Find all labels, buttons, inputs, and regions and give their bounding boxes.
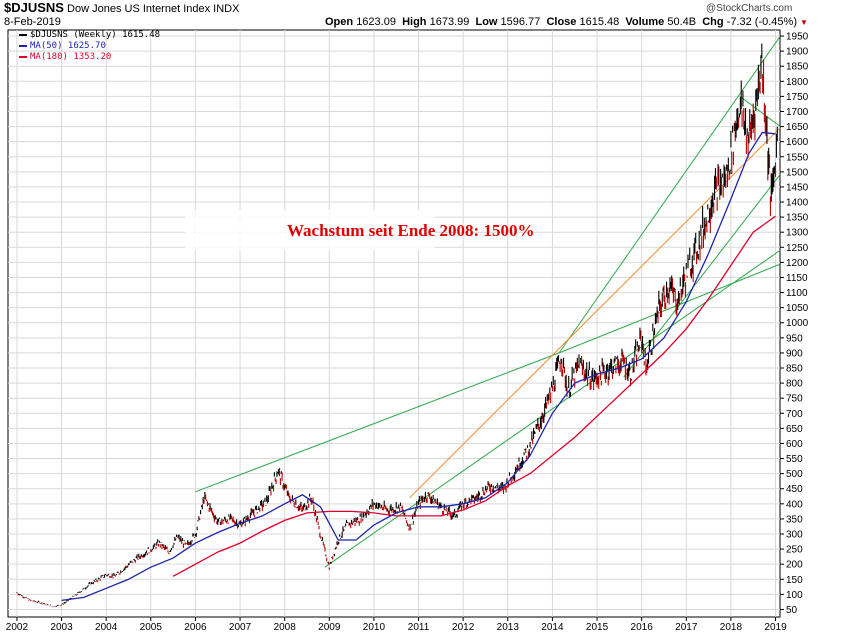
y-tick-label: 1550 bbox=[786, 152, 809, 163]
growth-annotation: Wachstum seit Ende 2008: 1500% bbox=[287, 221, 534, 241]
y-tick-label: 1400 bbox=[786, 198, 809, 209]
y-tick-label: 1200 bbox=[786, 258, 809, 269]
low-value: 1596.77 bbox=[501, 16, 541, 28]
y-tick-label: 900 bbox=[786, 348, 803, 359]
exchange-label: INDX bbox=[213, 3, 239, 15]
ohlc-bar: Open 1623.09 High 1673.99 Low 1596.77 Cl… bbox=[325, 16, 808, 28]
y-tick-label: 500 bbox=[786, 469, 803, 480]
y-tick-label: 350 bbox=[786, 514, 803, 525]
y-tick-label: 1300 bbox=[786, 228, 809, 239]
y-tick-label: 1950 bbox=[786, 32, 809, 43]
y-tick-label: 50 bbox=[786, 605, 798, 616]
plot-area bbox=[8, 30, 780, 617]
y-tick-label: 850 bbox=[786, 364, 803, 375]
y-tick-label: 950 bbox=[786, 333, 803, 344]
close-value: 1615.48 bbox=[579, 16, 619, 28]
x-tick-label: 2004 bbox=[95, 622, 118, 633]
x-tick-label: 2013 bbox=[497, 622, 520, 633]
y-tick-label: 1650 bbox=[786, 122, 809, 133]
y-tick-label: 300 bbox=[786, 530, 803, 541]
quote-date: 8-Feb-2019 bbox=[4, 16, 61, 28]
y-tick-label: 600 bbox=[786, 439, 803, 450]
legend-ma180: MA(180) 1353.20 bbox=[19, 52, 111, 62]
x-tick-label: 2012 bbox=[452, 622, 475, 633]
y-tick-label: 700 bbox=[786, 409, 803, 420]
x-tick-label: 2015 bbox=[586, 622, 609, 633]
y-tick-label: 400 bbox=[786, 499, 803, 510]
y-tick-label: 1500 bbox=[786, 167, 809, 178]
y-tick-label: 550 bbox=[786, 454, 803, 465]
change-value: -7.32 (-0.45%) bbox=[727, 16, 797, 28]
x-tick-label: 2016 bbox=[631, 622, 654, 633]
high-value: 1673.99 bbox=[430, 16, 470, 28]
x-tick-label: 2018 bbox=[720, 622, 743, 633]
x-tick-label: 2017 bbox=[675, 622, 698, 633]
y-tick-label: 1800 bbox=[786, 77, 809, 88]
y-tick-label: 200 bbox=[786, 560, 803, 571]
y-tick-label: 1850 bbox=[786, 62, 809, 73]
index-name: Dow Jones US Internet Index bbox=[67, 3, 210, 15]
y-tick-label: 100 bbox=[786, 590, 803, 601]
legend-price: $DJUSNS (Weekly) 1615.48 bbox=[19, 30, 160, 40]
x-tick-label: 2006 bbox=[184, 622, 207, 633]
y-tick-label: 1100 bbox=[786, 288, 808, 299]
y-tick-label: 1600 bbox=[786, 137, 809, 148]
y-tick-label: 1750 bbox=[786, 92, 809, 103]
y-tick-label: 1450 bbox=[786, 182, 809, 193]
x-tick-label: 2009 bbox=[318, 622, 341, 633]
y-tick-label: 1050 bbox=[786, 303, 809, 314]
volume-value: 50.4B bbox=[667, 16, 696, 28]
down-arrow-icon: ▼ bbox=[800, 18, 808, 27]
x-tick-label: 2007 bbox=[229, 622, 252, 633]
y-tick-label: 750 bbox=[786, 394, 803, 405]
ticker-symbol: $DJUSNS bbox=[4, 0, 64, 15]
y-tick-label: 1350 bbox=[786, 213, 809, 224]
legend-ma50: MA(50) 1625.70 bbox=[19, 41, 106, 51]
x-tick-label: 2002 bbox=[6, 622, 29, 633]
x-tick-label: 2008 bbox=[274, 622, 297, 633]
y-tick-label: 250 bbox=[786, 545, 803, 556]
open-value: 1623.09 bbox=[356, 16, 396, 28]
x-tick-label: 2019 bbox=[764, 622, 787, 633]
y-tick-label: 1700 bbox=[786, 107, 809, 118]
y-tick-label: 1000 bbox=[786, 318, 809, 329]
y-tick-label: 150 bbox=[786, 575, 803, 586]
stockcharts-logo: @StockCharts.com bbox=[706, 3, 792, 14]
x-tick-label: 2003 bbox=[50, 622, 73, 633]
y-tick-label: 650 bbox=[786, 424, 803, 435]
y-tick-label: 800 bbox=[786, 379, 803, 390]
y-tick-label: 1250 bbox=[786, 243, 809, 254]
y-tick-label: 1900 bbox=[786, 47, 809, 58]
x-tick-label: 2005 bbox=[140, 622, 163, 633]
x-tick-label: 2010 bbox=[363, 622, 386, 633]
x-tick-label: 2011 bbox=[408, 622, 430, 633]
y-tick-label: 450 bbox=[786, 484, 803, 495]
x-tick-label: 2014 bbox=[541, 622, 564, 633]
y-tick-label: 1150 bbox=[786, 273, 808, 284]
